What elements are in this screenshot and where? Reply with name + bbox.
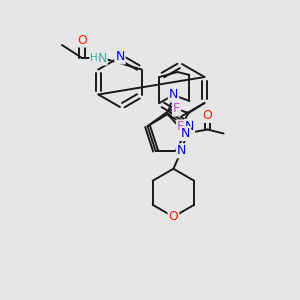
Text: N: N bbox=[169, 88, 178, 101]
Text: N: N bbox=[97, 52, 107, 64]
Text: O: O bbox=[169, 210, 178, 223]
Text: N: N bbox=[185, 120, 194, 133]
Text: F: F bbox=[177, 121, 184, 134]
Text: F: F bbox=[173, 103, 180, 116]
Text: N: N bbox=[177, 144, 186, 157]
Text: N: N bbox=[181, 127, 190, 140]
Text: N: N bbox=[115, 50, 125, 64]
Text: H: H bbox=[90, 53, 98, 63]
Text: O: O bbox=[77, 34, 87, 46]
Text: O: O bbox=[202, 109, 212, 122]
